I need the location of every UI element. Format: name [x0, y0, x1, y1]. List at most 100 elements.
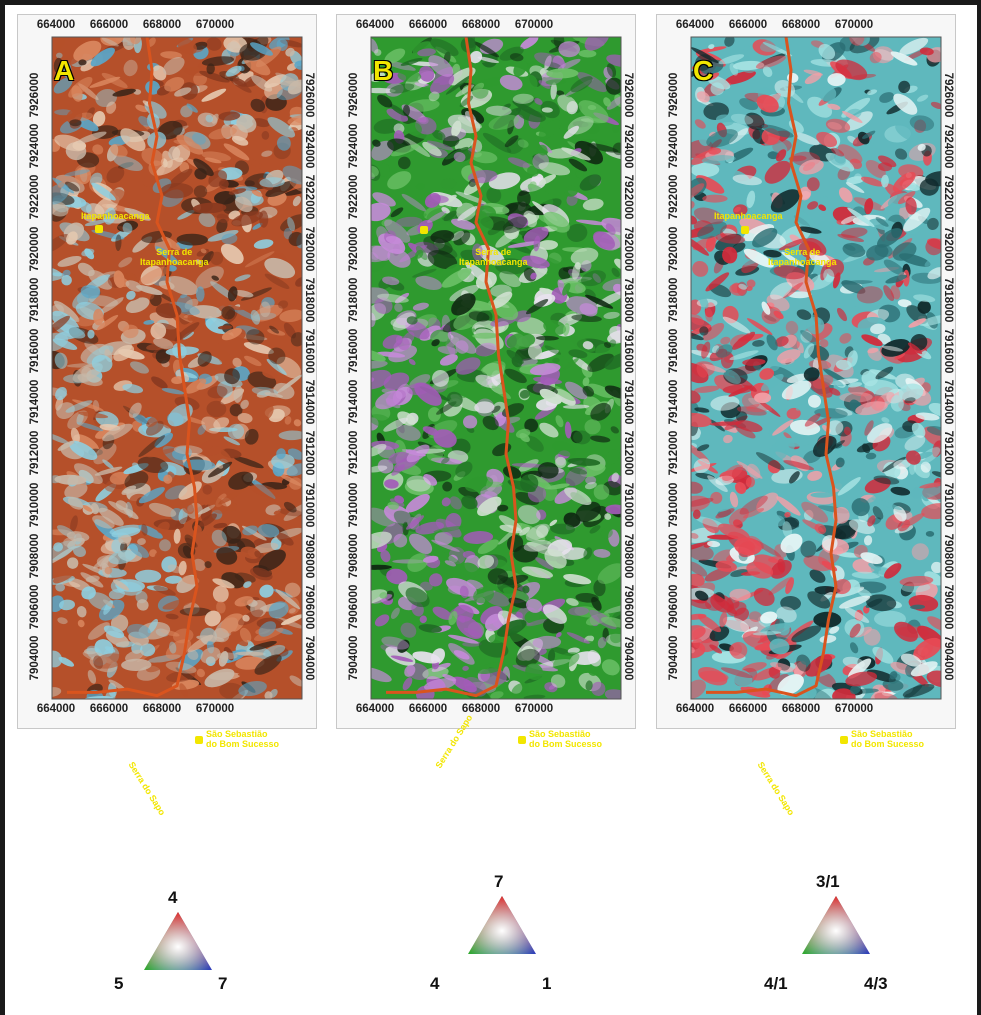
terrain-patch	[125, 297, 150, 314]
terrain-patch	[605, 77, 621, 95]
terrain-patch	[491, 291, 513, 309]
y-tick-label-left: 7918000	[668, 277, 680, 323]
terrain-patch	[150, 322, 167, 339]
terrain-patch	[841, 227, 868, 238]
terrain-patch	[605, 223, 616, 236]
terrain-patch	[881, 174, 889, 188]
figure-right-border	[977, 0, 981, 1015]
terrain-patch	[478, 244, 505, 266]
terrain-patch	[930, 101, 941, 109]
town-marker-sao-sebastiao	[518, 736, 526, 744]
x-tick-label-bottom: 664000	[36, 703, 76, 715]
terrain-patch	[607, 329, 621, 344]
x-tick-label-top: 670000	[195, 19, 235, 31]
y-tick-label-left: 7922000	[348, 175, 360, 220]
terrain-patch	[244, 355, 262, 367]
terrain-patch	[491, 405, 501, 413]
terrain-patch	[593, 484, 610, 500]
terrain-patch	[877, 228, 903, 248]
terrain-patch	[746, 190, 756, 208]
terrain-patch	[390, 144, 420, 157]
y-tick-label-left: 7920000	[668, 226, 680, 271]
terrain-patch	[919, 481, 941, 489]
terrain-patch	[893, 459, 911, 470]
terrain-patch	[202, 484, 213, 495]
terrain-patch	[192, 558, 206, 572]
terrain-patch	[867, 515, 876, 527]
terrain-patch	[724, 70, 756, 85]
terrain-patch	[845, 182, 865, 194]
terrain-patch	[389, 104, 407, 116]
y-tick-label-left: 7912000	[29, 431, 41, 476]
terrain-patch	[276, 135, 291, 151]
town-marker-itapanhoacanga	[420, 226, 428, 234]
terrain-patch	[275, 627, 293, 635]
terrain-patch	[537, 462, 559, 479]
terrain-patch	[137, 456, 169, 474]
terrain-patch	[867, 89, 878, 95]
terrain-patch	[694, 590, 709, 601]
terrain-patch	[115, 500, 128, 511]
terrain-patch	[793, 132, 820, 146]
terrain-patch	[433, 550, 461, 567]
terrain-patch	[216, 652, 238, 660]
terrain-patch	[451, 218, 476, 230]
terrain-patch	[125, 649, 144, 662]
terrain-patch	[735, 411, 748, 422]
satellite-image-b	[370, 36, 622, 700]
terrain-patch	[847, 382, 863, 388]
terrain-patch	[523, 694, 546, 699]
terrain-patch	[106, 101, 117, 114]
y-tick-label-left: 7918000	[348, 277, 360, 323]
terrain-patch	[602, 278, 621, 292]
terrain-patch	[568, 606, 589, 616]
terrain-patch	[875, 217, 889, 227]
terrain-patch	[512, 93, 534, 104]
terrain-patch	[166, 670, 196, 683]
terrain-patch	[564, 487, 592, 506]
terrain-patch	[564, 90, 574, 98]
terrain-patch	[568, 349, 588, 359]
terrain-patch	[538, 80, 551, 89]
terrain-patch	[605, 449, 620, 465]
terrain-patch	[474, 152, 482, 158]
terrain-patch	[279, 309, 302, 323]
terrain-patch	[582, 198, 604, 211]
terrain-patch	[204, 561, 212, 569]
terrain-patch	[118, 257, 133, 268]
terrain-patch	[569, 467, 588, 475]
terrain-patch	[103, 207, 116, 225]
terrain-patch	[488, 114, 519, 130]
terrain-patch	[746, 403, 771, 413]
terrain-patch	[69, 119, 82, 127]
terrain-patch	[282, 165, 302, 185]
terrain-patch	[62, 269, 71, 277]
terrain-patch	[278, 508, 302, 517]
terrain-patch	[804, 72, 822, 85]
terrain-patch	[913, 294, 936, 303]
terrain-patch	[543, 319, 567, 335]
terrain-patch	[743, 45, 751, 51]
terrain-patch	[691, 613, 707, 620]
terrain-patch	[807, 201, 819, 210]
terrain-patch	[782, 521, 793, 538]
terrain-patch	[73, 545, 86, 557]
terrain-patch	[832, 272, 841, 289]
terrain-patch	[472, 243, 484, 262]
terrain-patch	[427, 407, 441, 422]
terrain-patch	[418, 624, 442, 633]
terrain-patch	[573, 430, 591, 445]
terrain-patch	[388, 345, 417, 363]
terrain-patch	[259, 177, 285, 188]
y-tick-label-right: 7906000	[942, 584, 954, 630]
terrain-patch	[775, 437, 795, 452]
terrain-patch	[371, 531, 392, 549]
terrain-patch	[165, 613, 179, 620]
terrain-patch	[52, 162, 74, 179]
y-tick-label-left: 7924000	[348, 123, 360, 169]
terrain-patch	[200, 251, 214, 266]
terrain-patch	[849, 623, 861, 638]
terrain-patch	[429, 573, 443, 587]
terrain-patch	[785, 577, 795, 594]
terrain-patch	[752, 39, 777, 56]
